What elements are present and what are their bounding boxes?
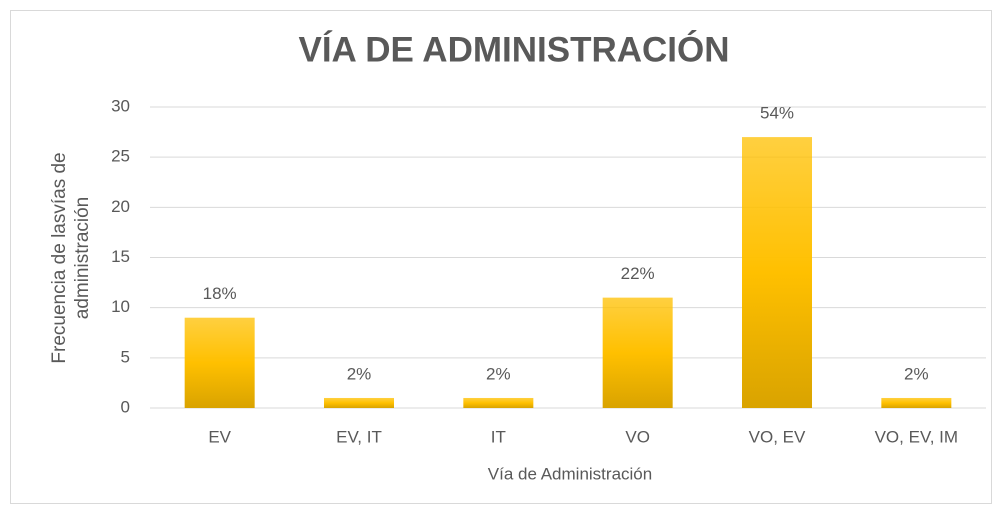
bar — [324, 397, 394, 408]
x-axis-label: Vía de Administración — [488, 464, 652, 483]
value-label: 22% — [621, 264, 655, 283]
value-label: 2% — [347, 364, 372, 383]
bar — [881, 397, 952, 408]
y-tick-label: 5 — [121, 347, 130, 366]
bar — [463, 397, 534, 408]
bar — [742, 137, 812, 408]
y-axis-label: Frecuencia de lasvías de — [49, 152, 70, 363]
y-tick-label: 15 — [111, 247, 130, 266]
value-label: 54% — [760, 104, 794, 123]
y-tick-label: 0 — [121, 397, 130, 416]
y-tick-label: 30 — [111, 96, 130, 115]
bar — [184, 317, 255, 408]
x-tick-label: IT — [491, 427, 506, 446]
x-tick-label: VO, EV, IM — [875, 427, 958, 446]
x-tick-label: EV, IT — [336, 427, 382, 446]
value-label: 2% — [904, 364, 929, 383]
x-tick-label: VO, EV — [749, 427, 806, 446]
y-tick-label: 20 — [111, 197, 130, 216]
bar — [602, 297, 673, 408]
x-tick-label: VO — [625, 427, 650, 446]
y-tick-label: 25 — [111, 147, 130, 166]
chart-title: VÍA DE ADMINISTRACIÓN — [298, 29, 729, 69]
y-axis-label: administración — [72, 197, 93, 320]
value-label: 18% — [203, 284, 237, 303]
x-tick-label: EV — [208, 427, 231, 446]
y-tick-label: 10 — [111, 297, 130, 316]
value-label: 2% — [486, 364, 511, 383]
